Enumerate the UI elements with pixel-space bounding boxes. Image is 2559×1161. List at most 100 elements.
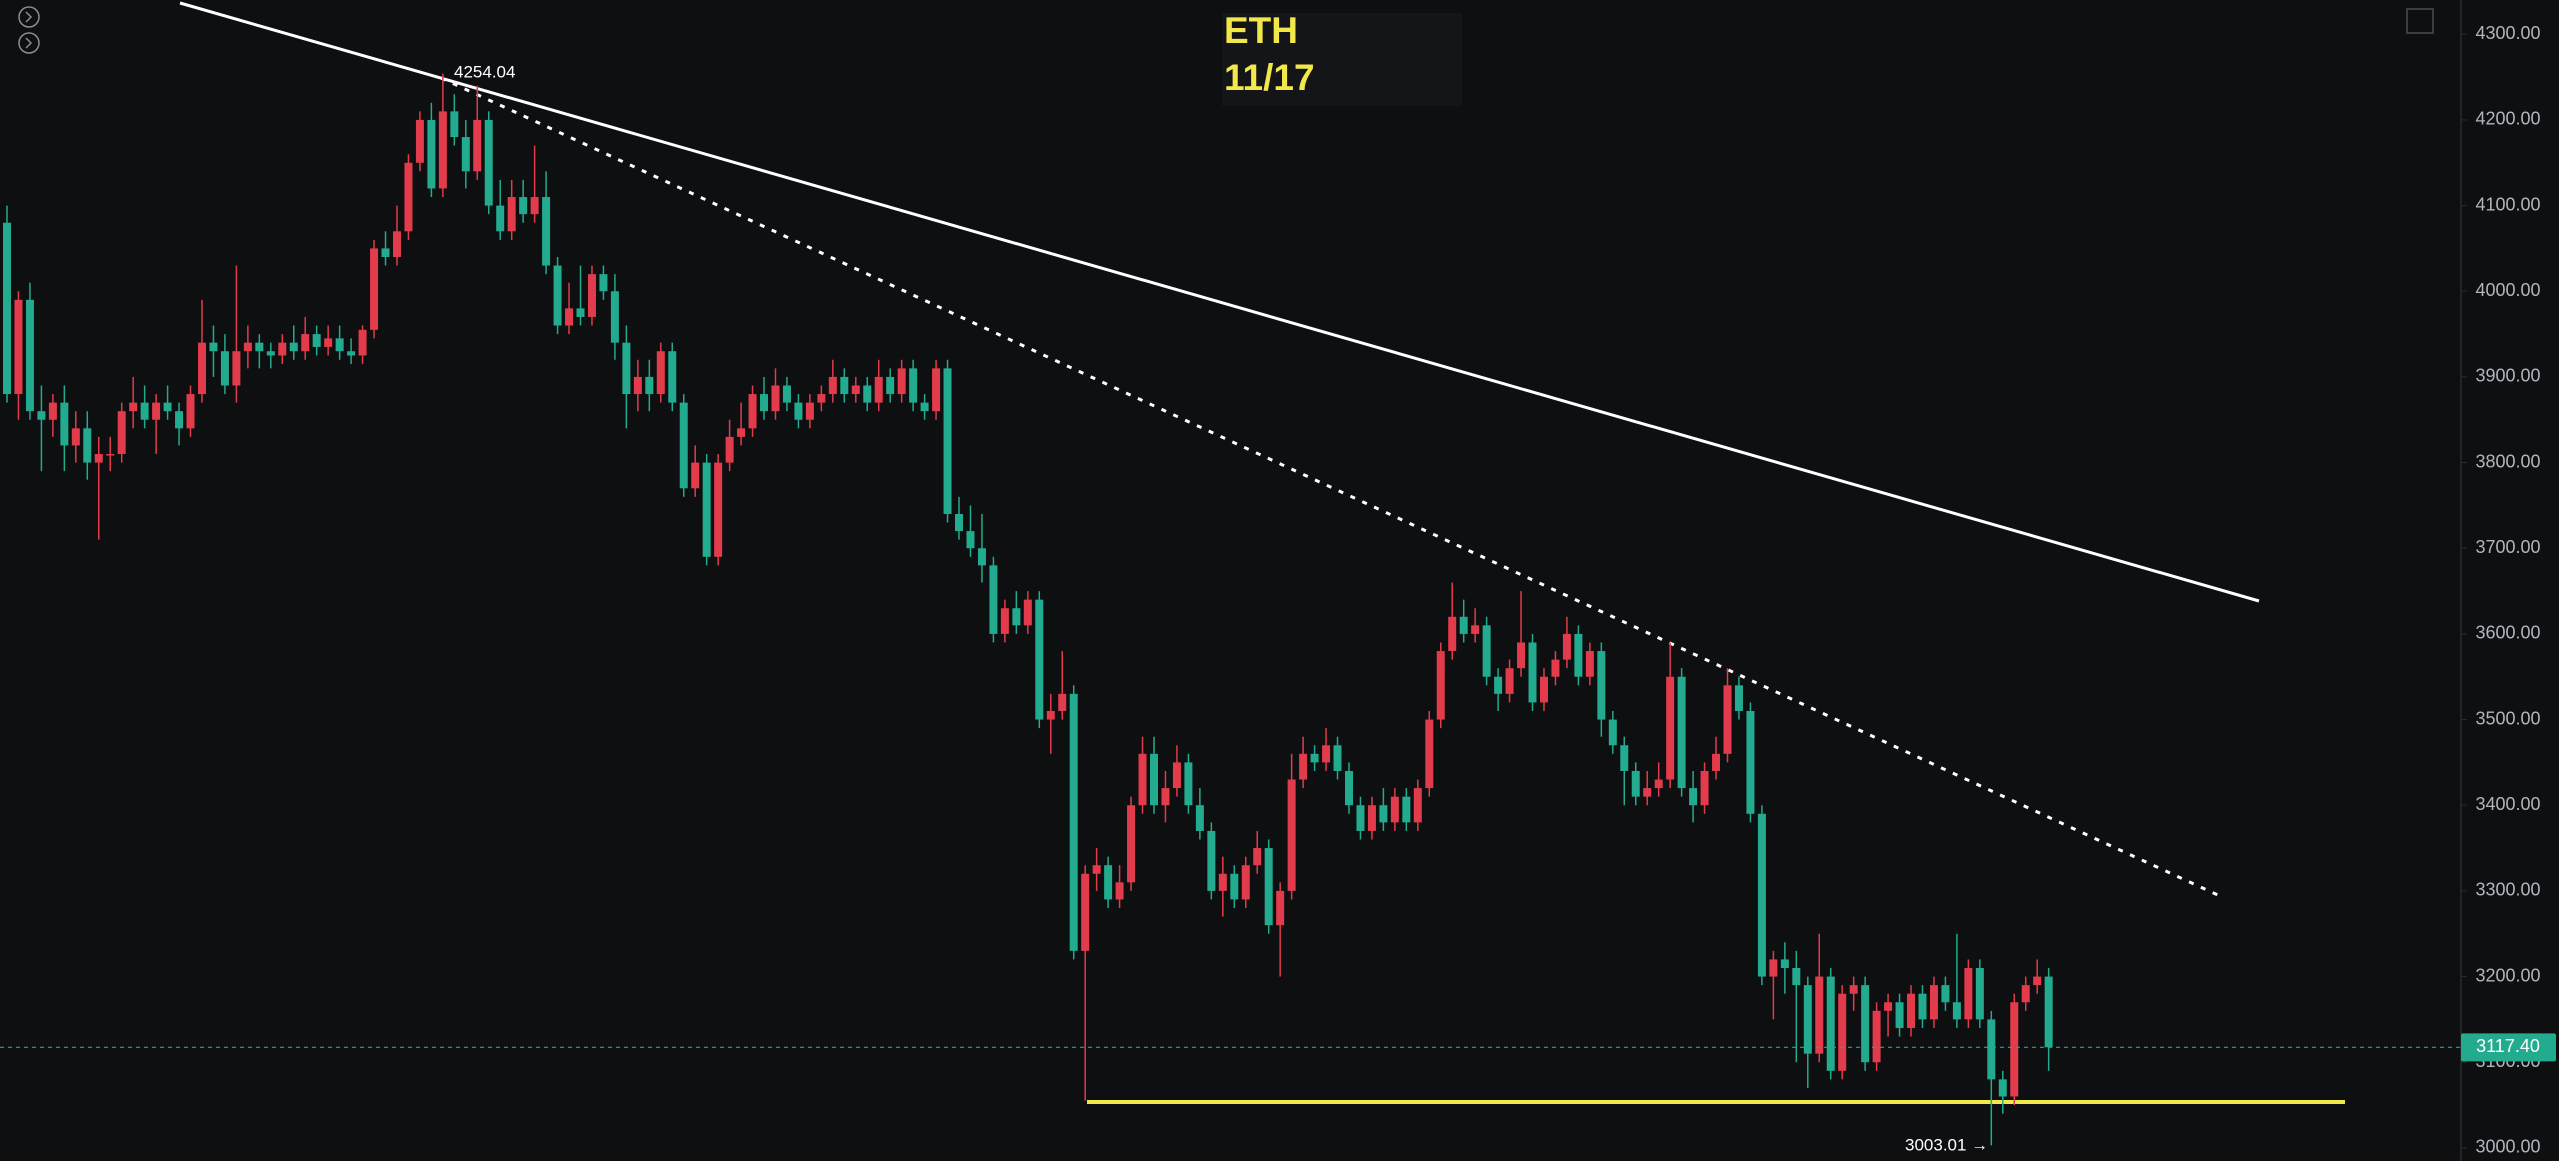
y-tick-label: 3700.00 (2475, 537, 2540, 557)
candle-body (1757, 813, 1766, 977)
candle-body (1826, 976, 1835, 1071)
candle-body (117, 411, 126, 455)
candle-body (874, 376, 883, 403)
candle-body (1127, 805, 1136, 883)
candle-body (1310, 753, 1319, 763)
candle-body (129, 402, 138, 412)
candle-body (496, 205, 505, 232)
candle-body (1230, 873, 1239, 900)
candle-body (1505, 668, 1514, 694)
candle-body (358, 329, 367, 356)
y-tick-label: 3800.00 (2475, 451, 2540, 471)
candle-body (1849, 985, 1858, 994)
candle-body (1620, 745, 1629, 771)
candle-body (209, 342, 218, 352)
candle-body (599, 274, 608, 292)
candle-body (1241, 865, 1250, 900)
candle-body (587, 274, 596, 317)
candle-body (1792, 967, 1801, 986)
candle-body (1631, 770, 1640, 797)
candle-body (782, 385, 791, 403)
candle-body (1562, 633, 1571, 660)
candle-body (760, 394, 769, 412)
tool-icon-glyph (25, 11, 33, 23)
candle-body (1585, 651, 1594, 677)
y-tick-label: 3400.00 (2475, 794, 2540, 814)
candle-body (1471, 625, 1480, 634)
high-annotation: 4254.04 (454, 62, 515, 81)
candle-body (977, 548, 986, 566)
candle-body (542, 197, 551, 266)
tool-icon[interactable] (18, 6, 40, 28)
candle-body (1700, 770, 1709, 806)
candle-body (1069, 693, 1078, 951)
candle-body (1390, 796, 1399, 823)
candle-body (1207, 830, 1216, 891)
candle-body (840, 376, 849, 395)
candle-body (897, 368, 906, 395)
candle-body (289, 342, 298, 352)
candle-body (966, 531, 975, 549)
candle-body (1264, 848, 1273, 926)
candle-body (335, 338, 344, 352)
candle-body (1815, 976, 1824, 1054)
candle-body (817, 394, 826, 403)
candle-body (1046, 711, 1055, 720)
candle-body (1803, 985, 1812, 1054)
last-price-tag (2461, 1033, 2556, 1062)
candle-body (1436, 651, 1445, 720)
candle-body (1448, 616, 1457, 652)
candle-body (748, 394, 757, 429)
candle-body (2044, 976, 2053, 1048)
candle-body (1528, 642, 1537, 703)
candle-body (668, 351, 677, 403)
candle-body (301, 334, 310, 352)
candle-body (1253, 848, 1262, 866)
candle-body (1746, 711, 1755, 814)
candle-body (1000, 608, 1009, 634)
candle-body (1367, 805, 1376, 831)
layout-icon[interactable] (2406, 8, 2434, 34)
candle-body (771, 385, 780, 412)
candle-body (1597, 651, 1606, 720)
candle-body (1195, 805, 1204, 831)
candle-body (691, 462, 700, 489)
candle-body (37, 411, 46, 420)
y-tick-label: 3300.00 (2475, 880, 2540, 900)
candle-body (863, 385, 872, 403)
candle-body (140, 402, 149, 420)
candle-body (1115, 882, 1124, 900)
candle-body (1299, 753, 1308, 780)
trend-line-dotted (440, 76, 2221, 898)
candle-body (60, 402, 69, 446)
candle-body (794, 402, 803, 420)
chart-subtitle: 11/17 (1224, 57, 1315, 98)
candle-body (1517, 642, 1526, 669)
candle-body (1780, 959, 1789, 968)
candle-body (1734, 685, 1743, 712)
candle-body (565, 308, 574, 326)
candle-body (25, 299, 34, 412)
candle-body (427, 119, 436, 189)
candle-body (1058, 693, 1067, 712)
candle-body (1333, 745, 1342, 771)
candle-body (232, 351, 241, 386)
tool-icon[interactable] (18, 32, 40, 54)
candle-body (381, 248, 390, 257)
candle-body (220, 351, 229, 386)
candle-body (1838, 993, 1847, 1071)
candle-body (1689, 788, 1698, 806)
y-tick-label: 4100.00 (2475, 194, 2540, 214)
candle-body (828, 376, 837, 395)
candle-body (438, 111, 447, 189)
candle-body (2033, 976, 2042, 986)
candle-body (175, 411, 184, 429)
y-tick-label: 4000.00 (2475, 280, 2540, 300)
candle-body (1643, 788, 1652, 797)
candle-body (392, 231, 401, 257)
candles (3, 73, 2053, 1146)
y-tick-label: 4200.00 (2475, 109, 2540, 129)
candle-body (1035, 599, 1044, 720)
candle-body (920, 402, 929, 412)
